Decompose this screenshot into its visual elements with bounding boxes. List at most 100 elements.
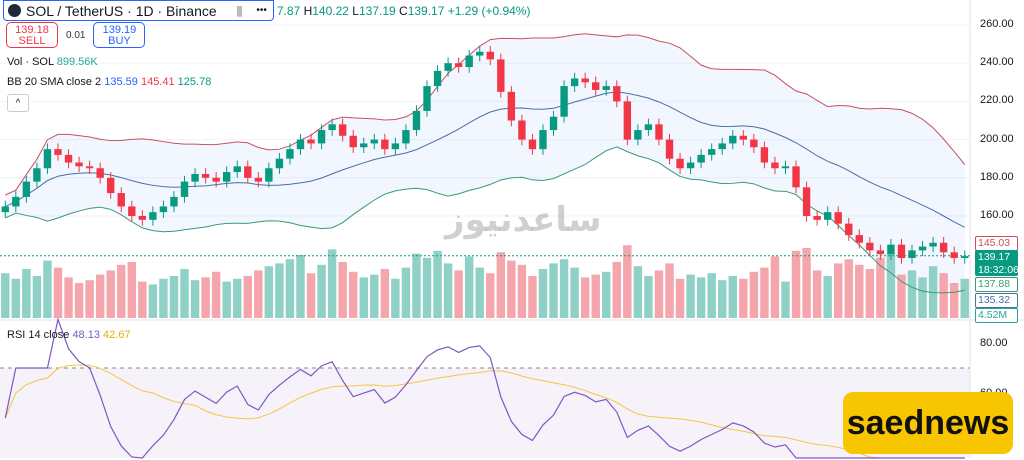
candle-body — [739, 135, 748, 140]
candle-body — [33, 168, 41, 182]
candle-body — [317, 130, 326, 144]
candle-body — [570, 78, 579, 87]
more-button[interactable]: ••• — [256, 5, 267, 16]
low-value: 137.19 — [358, 3, 396, 18]
volume-bar — [760, 267, 769, 318]
candle-body — [781, 166, 790, 169]
bb-mid-value: 135.59 — [104, 76, 138, 88]
candle-body — [823, 212, 832, 220]
buy-label: BUY — [108, 35, 131, 47]
volume-bar — [254, 270, 263, 318]
candle-body — [950, 252, 958, 259]
volume-bar — [412, 253, 421, 318]
volume-bar — [401, 267, 411, 318]
volume-bar — [243, 276, 252, 318]
volume-bar — [496, 252, 506, 318]
volume-bar — [549, 263, 558, 318]
volume-bar — [844, 259, 853, 318]
volume-bar — [370, 274, 379, 318]
volume-tag: 4.52M — [975, 308, 1018, 323]
high-label: H — [303, 3, 313, 18]
candle-body — [549, 116, 558, 131]
bb-legend[interactable]: BB 20 SMA close 2 135.59 145.41 125.78 — [7, 76, 211, 88]
volume-bar — [928, 266, 938, 318]
volume-bar — [580, 277, 590, 318]
vol-label: Vol · SOL — [7, 56, 54, 68]
symbol-selector[interactable]: SOL / TetherUS · 1D · Binance ▮ ••• — [3, 0, 274, 21]
flag-icon[interactable]: ▮ — [235, 2, 244, 18]
candle-body — [887, 244, 895, 255]
candle-body — [908, 250, 916, 259]
candle-body — [286, 149, 294, 159]
candle-body — [328, 124, 336, 131]
sell-price: 139.18 — [15, 24, 49, 36]
candle-body — [12, 196, 20, 207]
rsi-band — [0, 368, 970, 458]
candle-body — [476, 51, 484, 56]
chart-header: SOL / TetherUS · 1D · Binance ▮ ••• 7.87… — [3, 0, 530, 21]
bb-mid-line — [5, 91, 965, 228]
ohlc-readout: 7.87 H140.22 L137.19 C139.17 +1.29 (+0.9… — [277, 4, 531, 18]
candle-body — [201, 173, 210, 178]
price-tick: 220.00 — [980, 94, 1014, 106]
candle-body — [43, 149, 52, 169]
candle-body — [444, 63, 452, 71]
candle-body — [412, 110, 421, 131]
saednews-badge: saednews — [843, 392, 1013, 454]
candle-body — [402, 130, 410, 144]
spread: 0.01 — [66, 29, 86, 41]
volume-bar — [348, 271, 358, 318]
candle-body — [613, 86, 621, 102]
candle-body — [454, 63, 463, 68]
candle-body — [802, 187, 811, 216]
rsi-legend[interactable]: RSI 14 close 48.13 42.67 — [7, 329, 131, 341]
volume-bar — [359, 277, 368, 318]
candle-body — [528, 139, 537, 150]
volume-bar — [32, 276, 42, 318]
candle-body — [233, 166, 241, 173]
volume-bar — [190, 280, 200, 318]
candle-body — [834, 212, 842, 224]
volume-bar — [654, 270, 664, 318]
candle-body — [54, 149, 62, 155]
volume-bar — [317, 264, 326, 318]
candle-body — [676, 158, 684, 169]
candle-body — [180, 181, 189, 197]
volume-bar — [85, 280, 94, 318]
low-label: L — [352, 3, 359, 18]
buy-price: 139.19 — [102, 24, 137, 36]
bb-fill — [5, 33, 965, 293]
volume-bar — [897, 274, 906, 318]
candle-body — [1, 206, 9, 213]
price-tick: 200.00 — [980, 133, 1014, 145]
high-value: 140.22 — [312, 3, 349, 18]
volume-bar — [675, 278, 685, 318]
candle-body — [507, 91, 516, 121]
volume-bar — [74, 283, 84, 318]
candle-body — [897, 244, 906, 259]
bb-lower-tag: 135.32 — [975, 293, 1018, 308]
volume-bar — [812, 270, 822, 318]
volume-bar — [138, 281, 147, 318]
volume-legend[interactable]: Vol · SOL 899.56K — [7, 56, 98, 68]
rsi-tick: 80.00 — [980, 337, 1008, 349]
candle-body — [697, 154, 705, 163]
candle-body — [497, 59, 505, 92]
volume-bar — [264, 266, 274, 318]
candle-body — [244, 166, 252, 178]
volume-bar — [422, 257, 432, 318]
volume-bar — [823, 276, 832, 318]
volume-bar — [665, 263, 674, 318]
volume-bar — [1, 273, 10, 318]
sell-button[interactable]: 139.18 SELL — [6, 22, 58, 48]
volume-bar — [117, 264, 126, 318]
volume-bar — [169, 276, 179, 318]
buy-button[interactable]: 139.19 BUY — [93, 22, 146, 48]
chevron-up-icon[interactable]: ^ — [7, 94, 29, 112]
volume-bar — [507, 260, 516, 318]
volume-bar — [391, 278, 400, 318]
volume-bar — [591, 274, 600, 318]
candle-body — [254, 177, 263, 182]
volume-bar — [486, 273, 495, 318]
